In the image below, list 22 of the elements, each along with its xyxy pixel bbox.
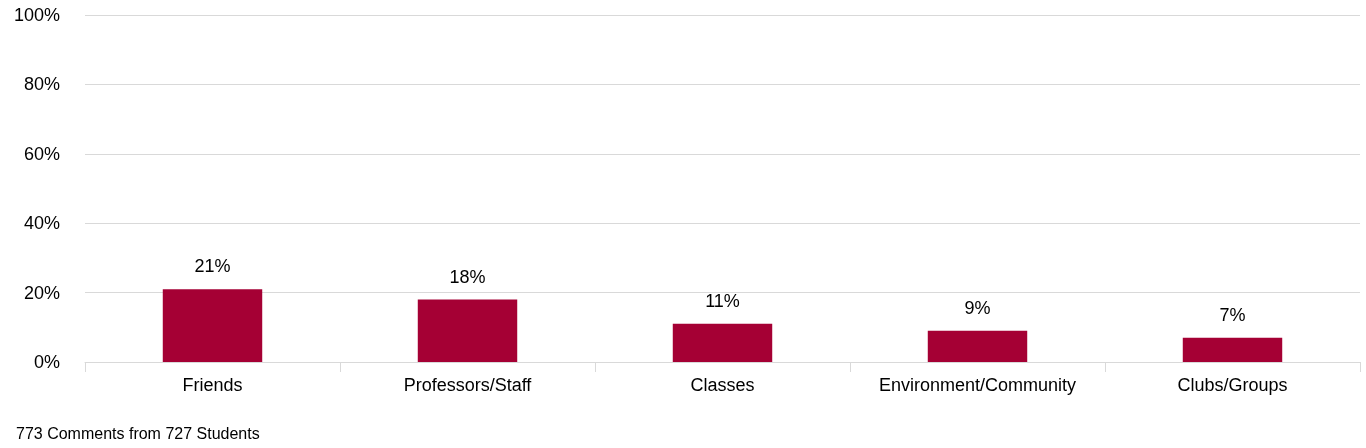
bar	[417, 299, 518, 362]
y-tick-label: 80%	[23, 74, 60, 95]
x-tick-label: Environment/Community	[878, 375, 1077, 395]
x-tick-label: Professors/Staff	[403, 375, 533, 395]
bar	[672, 323, 773, 362]
y-tick-label: 60%	[23, 143, 60, 164]
x-tick-label: Clubs/Groups	[1177, 375, 1288, 395]
bar	[927, 330, 1028, 362]
bar	[1182, 337, 1283, 362]
y-tick-label: 0%	[33, 352, 60, 372]
data-label: 18%	[449, 266, 486, 287]
y-tick-label: 100%	[13, 5, 60, 25]
data-label: 11%	[705, 290, 740, 311]
data-label: 21%	[194, 256, 231, 277]
bar	[162, 289, 263, 362]
y-tick-label: 40%	[23, 213, 60, 234]
x-tick-label: Classes	[690, 375, 755, 395]
x-tick-label: Friends	[182, 375, 243, 395]
data-label: 9%	[964, 297, 991, 318]
text: 773 Comments from 727 Students	[16, 424, 260, 442]
y-tick-label: 20%	[23, 282, 60, 303]
data-label: 7%	[1219, 304, 1246, 325]
